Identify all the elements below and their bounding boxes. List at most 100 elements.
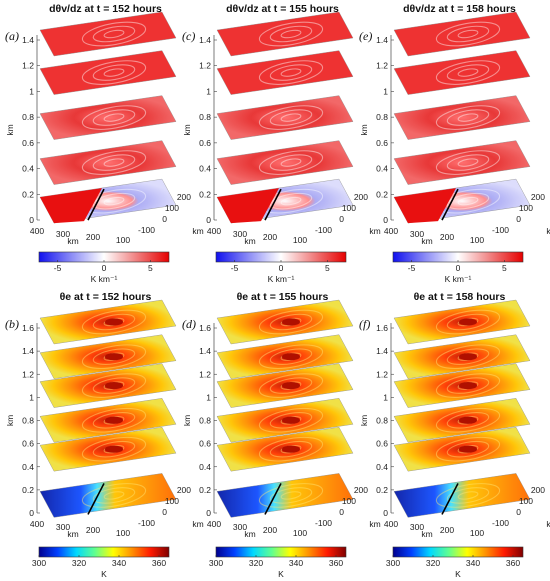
layer-swirl-band	[269, 25, 313, 43]
layer-swirl-band	[258, 309, 324, 335]
x-tick-label: 200	[86, 232, 100, 242]
x-tick-label: 300	[410, 522, 424, 532]
layer-swirl	[39, 140, 177, 185]
layer-swirl-band	[269, 109, 313, 126]
layer-ground	[39, 178, 177, 224]
x-tick-label: 400	[384, 519, 398, 529]
layer-swirl	[216, 95, 354, 140]
layer-swirl-band	[258, 344, 324, 370]
z-axis-label: km	[359, 415, 369, 426]
y-tick-label: 100	[342, 496, 356, 506]
layer-swirl-band	[435, 436, 501, 462]
layer-swirl-band	[280, 491, 302, 500]
x-tick-label: 100	[470, 528, 484, 538]
panel-title: θe at t = 152 hours	[60, 291, 152, 303]
colorbar-label: K km⁻¹	[268, 274, 295, 284]
y-tick-label: 100	[165, 203, 179, 213]
y-tick-label: 200	[354, 485, 368, 495]
y-axis-label: km	[192, 519, 203, 529]
panel-letter: (e)	[359, 29, 372, 43]
layer-swirl-band	[269, 411, 313, 429]
vortex-core	[282, 353, 300, 361]
layer-swirl-band	[81, 407, 147, 433]
z-tick-label: 1	[29, 392, 34, 402]
y-tick-label: 0	[516, 507, 521, 517]
layer-swirl-band	[258, 483, 324, 508]
z-tick-label: 0.2	[376, 485, 388, 495]
colorbar-tick-label: 5	[502, 263, 507, 273]
colorbar-tick-label: 360	[152, 558, 166, 568]
layer-vortex	[39, 398, 177, 443]
z-tick-label: 1	[383, 392, 388, 402]
panel-letter: (a)	[5, 29, 19, 43]
y-tick-label: 200	[531, 485, 545, 495]
layer-swirl-band	[92, 377, 136, 394]
layer-solid	[216, 50, 354, 95]
colorbar-tick-label: 340	[466, 558, 480, 568]
layer-swirl-band	[92, 154, 136, 171]
vortex-core	[459, 416, 477, 424]
x-tick-label: 400	[384, 226, 398, 236]
z-tick-label: 0	[206, 215, 211, 225]
vortex-core	[459, 381, 477, 390]
z-tick-label: 0.4	[376, 462, 388, 472]
colorbar-tick-label: 320	[72, 558, 86, 568]
y-tick-label: 200	[531, 192, 545, 202]
layer-swirl-band	[269, 154, 313, 171]
layer-swirl-band	[269, 348, 313, 365]
layer-swirl-band	[103, 158, 125, 167]
layer-swirl-band	[446, 154, 490, 171]
layer-swirl-band	[103, 113, 125, 122]
layer-swirl-band	[435, 105, 501, 130]
layer-vortex	[216, 426, 354, 472]
panel-title: dθv/dz at t = 152 hours	[49, 3, 162, 15]
panel-f: θe at t = 158 hours (f) 0 0.2 0.4 0.6 0.8 1 1.2 1…	[359, 291, 550, 579]
z-tick-label: 0.8	[376, 112, 388, 122]
layer-solid	[39, 11, 177, 57]
layer-surface	[39, 11, 177, 57]
layer-swirl-band	[81, 60, 147, 85]
z-tick-label: 0.8	[376, 416, 388, 426]
layer-swirl	[216, 140, 354, 185]
layer-surface	[216, 11, 354, 57]
z-tick-label: 1.2	[376, 369, 388, 379]
colorbar-tick-label: 300	[32, 558, 46, 568]
x-axis-label: km	[244, 529, 255, 539]
z-tick-label: 1.4	[376, 346, 388, 356]
layer-swirl-band	[446, 348, 490, 365]
front-line	[264, 188, 282, 221]
layer-swirl-band	[269, 64, 313, 81]
vortex-core	[459, 445, 477, 453]
z-axis-label: km	[5, 415, 15, 426]
z-tick-label: 0	[206, 508, 211, 518]
layer-vortex	[39, 363, 177, 408]
layer-swirl-band	[269, 192, 313, 210]
z-tick-label: 0.6	[22, 138, 34, 148]
z-axis-label: km	[182, 124, 192, 135]
vortex-core	[105, 353, 123, 361]
x-tick-label: 200	[263, 232, 277, 242]
z-tick-label: 1	[206, 392, 211, 402]
layer-swirl-band	[81, 483, 147, 508]
ground-warm-region	[40, 188, 102, 224]
z-tick-label: 0.8	[199, 416, 211, 426]
layer-swirl-band	[446, 440, 490, 458]
colorbar-tick-label: -5	[231, 263, 239, 273]
y-tick-label: 0	[162, 214, 167, 224]
z-tick-label: 1.2	[22, 61, 34, 71]
panel-title: dθv/dz at t = 158 hours	[403, 3, 516, 15]
layer-swirl-band	[435, 407, 501, 433]
colorbar-tick-label: 360	[506, 558, 520, 568]
colorbar-tick-label: -5	[54, 263, 62, 273]
layer-vortex	[393, 334, 531, 379]
y-tick-label: -100	[492, 225, 509, 235]
y-tick-label: 0	[162, 507, 167, 517]
z-tick-label: 0.6	[199, 439, 211, 449]
colorbar-tick-label: 0	[279, 263, 284, 273]
layer-vortex	[39, 426, 177, 472]
x-tick-label: 100	[293, 528, 307, 538]
y-tick-label: 0	[339, 214, 344, 224]
colorbar	[392, 546, 524, 558]
panel-letter: (b)	[5, 317, 19, 331]
layer-swirl-band	[103, 196, 125, 206]
